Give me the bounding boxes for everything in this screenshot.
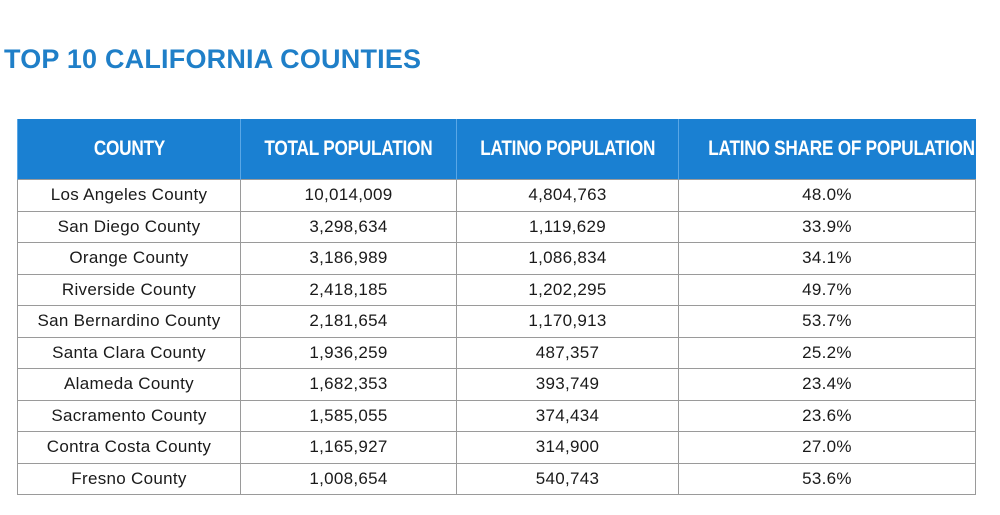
table-cell: 1,936,259 [240, 336, 457, 369]
table-row: Sacramento County 1,585,055 374,434 23.6% [17, 399, 976, 432]
table-row: Contra Costa County 1,165,927 314,900 27.0% [17, 431, 976, 464]
table-cell: 25.2% [678, 336, 976, 369]
table-cell: 1,585,055 [240, 399, 457, 432]
table-row: Fresno County 1,008,654 540,743 53.6% [17, 462, 976, 495]
table-cell: 3,186,989 [240, 242, 457, 275]
table-cell: 27.0% [678, 431, 976, 464]
table-cell: 1,170,913 [456, 305, 679, 338]
column-header: TOTAL POPULATION [240, 119, 457, 180]
column-header-text: LATINO POPULATION [479, 137, 656, 160]
table-cell: 48.0% [678, 179, 976, 212]
data-table: COUNTY TOTAL POPULATION LATINO POPULATION L… [17, 119, 976, 495]
table-cell: 540,743 [456, 462, 679, 495]
table-row: Orange County 3,186,989 1,086,834 34.1% [17, 242, 976, 275]
table-cell: 34.1% [678, 242, 976, 275]
table-cell: 10,014,009 [240, 179, 457, 212]
table-cell: Alameda County [17, 368, 241, 401]
column-header: COUNTY [17, 119, 241, 180]
column-header-text: LATINO SHARE OF POPULATION [708, 137, 975, 160]
table-row: San Diego County 3,298,634 1,119,629 33.9% [17, 210, 976, 243]
table-cell: 2,418,185 [240, 273, 457, 306]
table-row: Alameda County 1,682,353 393,749 23.4% [17, 368, 976, 401]
table-row: Santa Clara County 1,936,259 487,357 25.2% [17, 336, 976, 369]
table-cell: Sacramento County [17, 399, 241, 432]
table-cell: 33.9% [678, 210, 976, 243]
table-cell: Orange County [17, 242, 241, 275]
table-cell: 53.7% [678, 305, 976, 338]
header-row: COUNTY TOTAL POPULATION LATINO POPULATION L… [17, 119, 976, 180]
table-cell: 3,298,634 [240, 210, 457, 243]
table-cell: 53.6% [678, 462, 976, 495]
column-header: LATINO POPULATION [456, 119, 679, 180]
table-cell: San Diego County [17, 210, 241, 243]
table-cell: Fresno County [17, 462, 241, 495]
table-cell: 314,900 [456, 431, 679, 464]
table-cell: 2,181,654 [240, 305, 457, 338]
table-cell: 393,749 [456, 368, 679, 401]
table-row: San Bernardino County 2,181,654 1,170,913 5… [17, 305, 976, 338]
table-cell: 1,008,654 [240, 462, 457, 495]
column-header: LATINO SHARE OF POPULATION [678, 119, 976, 180]
table-cell: 49.7% [678, 273, 976, 306]
table-cell: Los Angeles County [17, 179, 241, 212]
page-title: TOP 10 CALIFORNIA COUNTIES [4, 44, 422, 74]
column-header-text: TOTAL POPULATION [264, 137, 433, 160]
table-cell: 1,202,295 [456, 273, 679, 306]
table-cell: 374,434 [456, 399, 679, 432]
table-cell: Santa Clara County [17, 336, 241, 369]
table-cell: 1,682,353 [240, 368, 457, 401]
table-row: Los Angeles County 10,014,009 4,804,763 48.… [17, 179, 976, 212]
table-body: Los Angeles County 10,014,009 4,804,763 48.… [17, 179, 976, 495]
table-cell: Riverside County [17, 273, 241, 306]
table-cell: San Bernardino County [17, 305, 241, 338]
column-header-text: COUNTY [93, 137, 165, 160]
table-cell: 1,119,629 [456, 210, 679, 243]
table-cell: Contra Costa County [17, 431, 241, 464]
table-cell: 4,804,763 [456, 179, 679, 212]
table-cell: 1,165,927 [240, 431, 457, 464]
table-cell: 23.6% [678, 399, 976, 432]
table-cell: 1,086,834 [456, 242, 679, 275]
table-cell: 487,357 [456, 336, 679, 369]
table-row: Riverside County 2,418,185 1,202,295 49.7% [17, 273, 976, 306]
table-cell: 23.4% [678, 368, 976, 401]
